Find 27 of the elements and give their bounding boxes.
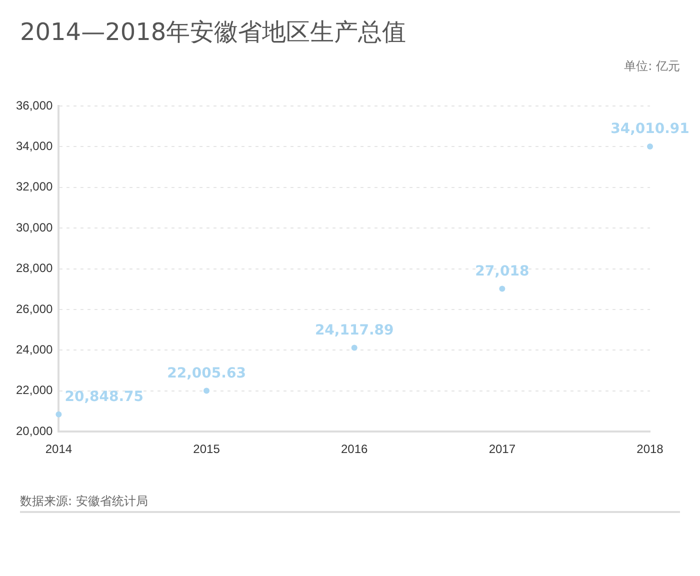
x-tick-label: 2016 bbox=[341, 442, 368, 456]
y-tick-label: 20,000 bbox=[16, 424, 54, 438]
point bbox=[351, 344, 358, 351]
x-tick-label: 2014 bbox=[45, 442, 72, 456]
y-tick-label: 34,000 bbox=[16, 139, 54, 154]
y-tick-label: 30,000 bbox=[16, 220, 54, 234]
data-label: 27,018 bbox=[475, 263, 530, 280]
chart-title: 2014—2018年安徽省地区生产总值 bbox=[20, 17, 406, 48]
source-note: 数据来源: 安徽省统计局 bbox=[20, 493, 148, 510]
y-tick-label: 28,000 bbox=[16, 261, 54, 276]
data-label: 24,117.89 bbox=[314, 322, 394, 338]
y-tick-label: 32,000 bbox=[16, 180, 54, 194]
y-tick-label: 26,000 bbox=[16, 302, 54, 316]
y-tick-label: 36,000 bbox=[16, 98, 54, 112]
point bbox=[56, 411, 62, 418]
x-tick-label: 2017 bbox=[488, 442, 516, 456]
data-label: 34,010.91 bbox=[610, 121, 690, 138]
x-tick-label: 2015 bbox=[193, 442, 220, 456]
text: 单位: 亿元 bbox=[624, 58, 680, 75]
y-tick-label: 24,000 bbox=[16, 342, 54, 357]
point bbox=[204, 388, 210, 394]
point bbox=[499, 286, 506, 292]
x-tick-label: 2018 bbox=[636, 442, 664, 456]
data-label: 22,005.63 bbox=[167, 365, 246, 382]
point bbox=[647, 143, 653, 150]
y-tick-label: 22,000 bbox=[16, 383, 54, 398]
data-label: 20,848.75 bbox=[64, 388, 144, 405]
